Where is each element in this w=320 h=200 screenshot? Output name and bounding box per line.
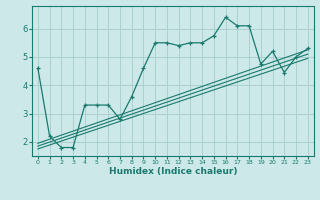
X-axis label: Humidex (Indice chaleur): Humidex (Indice chaleur) <box>108 167 237 176</box>
